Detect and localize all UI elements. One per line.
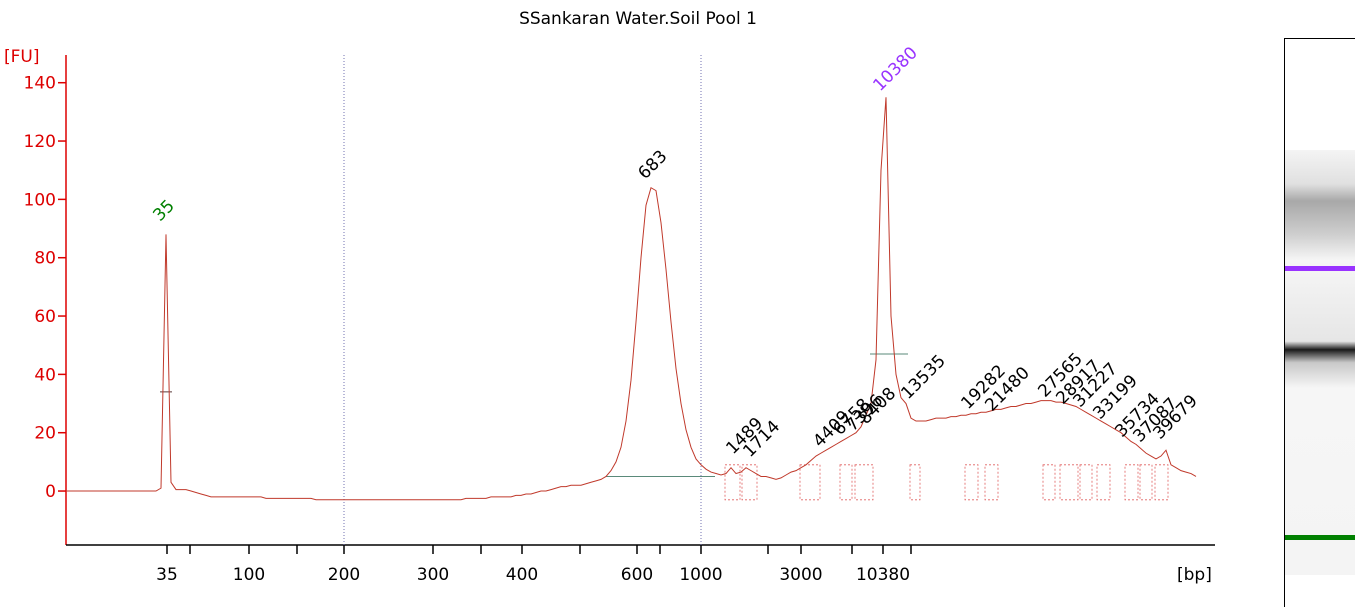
region-box <box>909 464 921 501</box>
x-tick-label: 35 <box>156 565 178 585</box>
x-tick-label: 600 <box>621 565 653 585</box>
region-box <box>839 464 853 501</box>
region-box <box>1042 464 1056 501</box>
chart-title: SSankaran Water.Soil Pool 1 <box>519 9 757 29</box>
region-box <box>854 464 874 501</box>
y-tick-label: 140 <box>24 74 56 94</box>
region-box <box>1059 464 1079 501</box>
region-box <box>724 464 741 501</box>
y-tick-label: 120 <box>24 132 56 152</box>
x-tick-label: 300 <box>417 565 449 585</box>
region-box <box>741 464 758 501</box>
y-tick-label: 40 <box>34 365 56 385</box>
y-axis-label: [FU] <box>4 47 40 67</box>
y-tick-label: 0 <box>45 482 56 502</box>
region-box <box>1124 464 1139 501</box>
region-box <box>1079 464 1093 501</box>
x-axis-label: [bp] <box>1177 565 1212 585</box>
region-box <box>1096 464 1111 501</box>
peak-label: 13535 <box>897 351 949 403</box>
x-tick-label: 1000 <box>679 565 722 585</box>
gel-lower-marker <box>1285 535 1355 540</box>
x-tick-label: 400 <box>506 565 538 585</box>
x-tick-label: 200 <box>328 565 360 585</box>
y-tick-label: 100 <box>24 190 56 210</box>
region-box <box>984 464 999 501</box>
peak-label: 35 <box>149 196 178 225</box>
y-tick-label: 80 <box>34 249 56 269</box>
plot: [FU] [bp] 0 20 40 60 80 100 120 140 35 100 200 300 400… <box>4 43 1215 585</box>
peak-label: 10380 <box>869 43 921 95</box>
gel-lane <box>1284 38 1355 607</box>
y-tick-label: 60 <box>34 307 56 327</box>
gel-upper-marker <box>1285 266 1355 271</box>
x-tick-label: 3000 <box>779 565 822 585</box>
trace <box>66 97 1197 501</box>
region-box <box>1139 464 1153 501</box>
region-box <box>964 464 979 501</box>
x-tick-label: 10380 <box>856 565 910 585</box>
region-box <box>1154 464 1169 501</box>
region-box <box>799 464 821 501</box>
x-tick-label: 100 <box>233 565 265 585</box>
gel-bands <box>1285 150 1355 575</box>
y-tick-label: 20 <box>34 424 56 444</box>
peak-label: 683 <box>634 146 671 183</box>
